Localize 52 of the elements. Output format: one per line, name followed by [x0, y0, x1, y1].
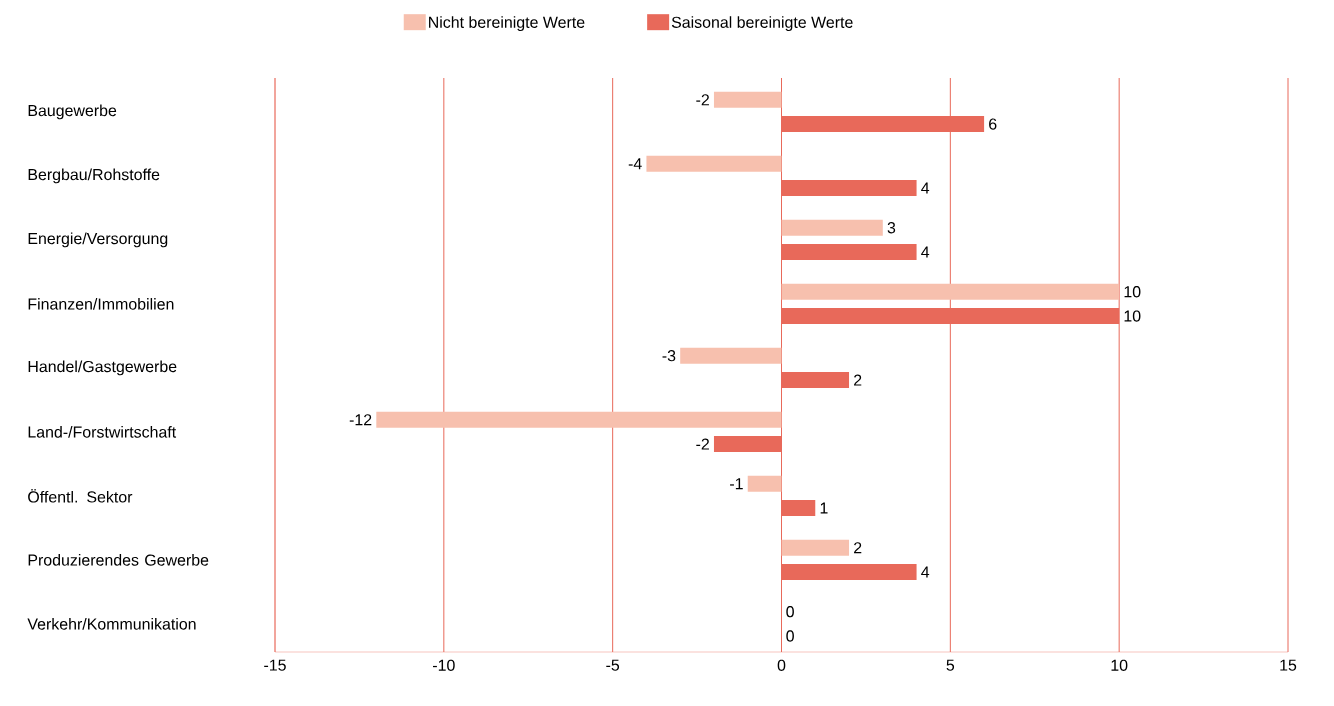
data-label: -1: [730, 478, 743, 490]
bar: [781, 283, 1120, 300]
x-tick-label: 0: [777, 659, 786, 671]
bar: [781, 116, 985, 133]
bar: [680, 347, 782, 364]
x-tick-label: 15: [1280, 659, 1297, 671]
data-label: 3: [887, 222, 896, 234]
data-label: -12: [349, 414, 372, 426]
data-label: 4: [921, 182, 930, 194]
y-tick-label: Land-/Forstwirtschaft: [28, 426, 177, 438]
data-label: 4: [921, 566, 930, 578]
bar: [781, 244, 917, 261]
data-label: -3: [662, 350, 676, 362]
bar: [781, 500, 816, 517]
data-label: 0: [786, 606, 794, 618]
data-label: 4: [921, 246, 930, 258]
bar: [713, 91, 782, 108]
bar: [376, 411, 782, 428]
bar: [713, 436, 782, 453]
x-tick-label: -15: [264, 659, 286, 671]
y-tick-label: Finanzen/Immobilien: [28, 298, 174, 310]
data-label: 2: [854, 542, 862, 554]
data-label: 1: [820, 502, 828, 514]
data-label: 2: [854, 374, 862, 386]
y-tick-label: Handel/Gastgewerbe: [28, 360, 177, 376]
y-tick-label: Produzierendes Gewerbe: [28, 554, 209, 566]
data-label: 10: [1124, 286, 1141, 298]
data-label: -2: [696, 438, 709, 450]
x-tick-label: 5: [946, 659, 955, 671]
data-label: 6: [989, 118, 997, 130]
bar: [781, 372, 850, 389]
legend-label: Nicht bereinigte Werte: [429, 16, 585, 32]
y-tick-label: Energie/Versorgung: [28, 232, 168, 248]
y-tick-label: Verkehr/Kommunikation: [27, 618, 196, 630]
data-label: -4: [628, 158, 642, 170]
bar: [646, 155, 782, 172]
bar: [781, 564, 917, 581]
data-label: -2: [696, 94, 709, 106]
x-tick-label: -10: [433, 659, 455, 671]
legend-label: Saisonal bereinigte Werte: [671, 16, 853, 32]
y-tick-label: Öffentl. Sektor: [28, 489, 133, 503]
x-tick-label: -5: [606, 659, 620, 671]
bar: [747, 475, 782, 492]
bar: [781, 539, 850, 556]
y-tick-label: Baugewerbe: [28, 104, 117, 120]
bar: [781, 219, 883, 236]
bar: [781, 308, 1120, 325]
data-label: 0: [786, 630, 794, 642]
x-tick-label: 10: [1111, 659, 1128, 671]
bar: [781, 180, 917, 197]
y-tick-label: Bergbau/Rohstoffe: [28, 168, 160, 184]
data-label: 10: [1124, 310, 1141, 322]
